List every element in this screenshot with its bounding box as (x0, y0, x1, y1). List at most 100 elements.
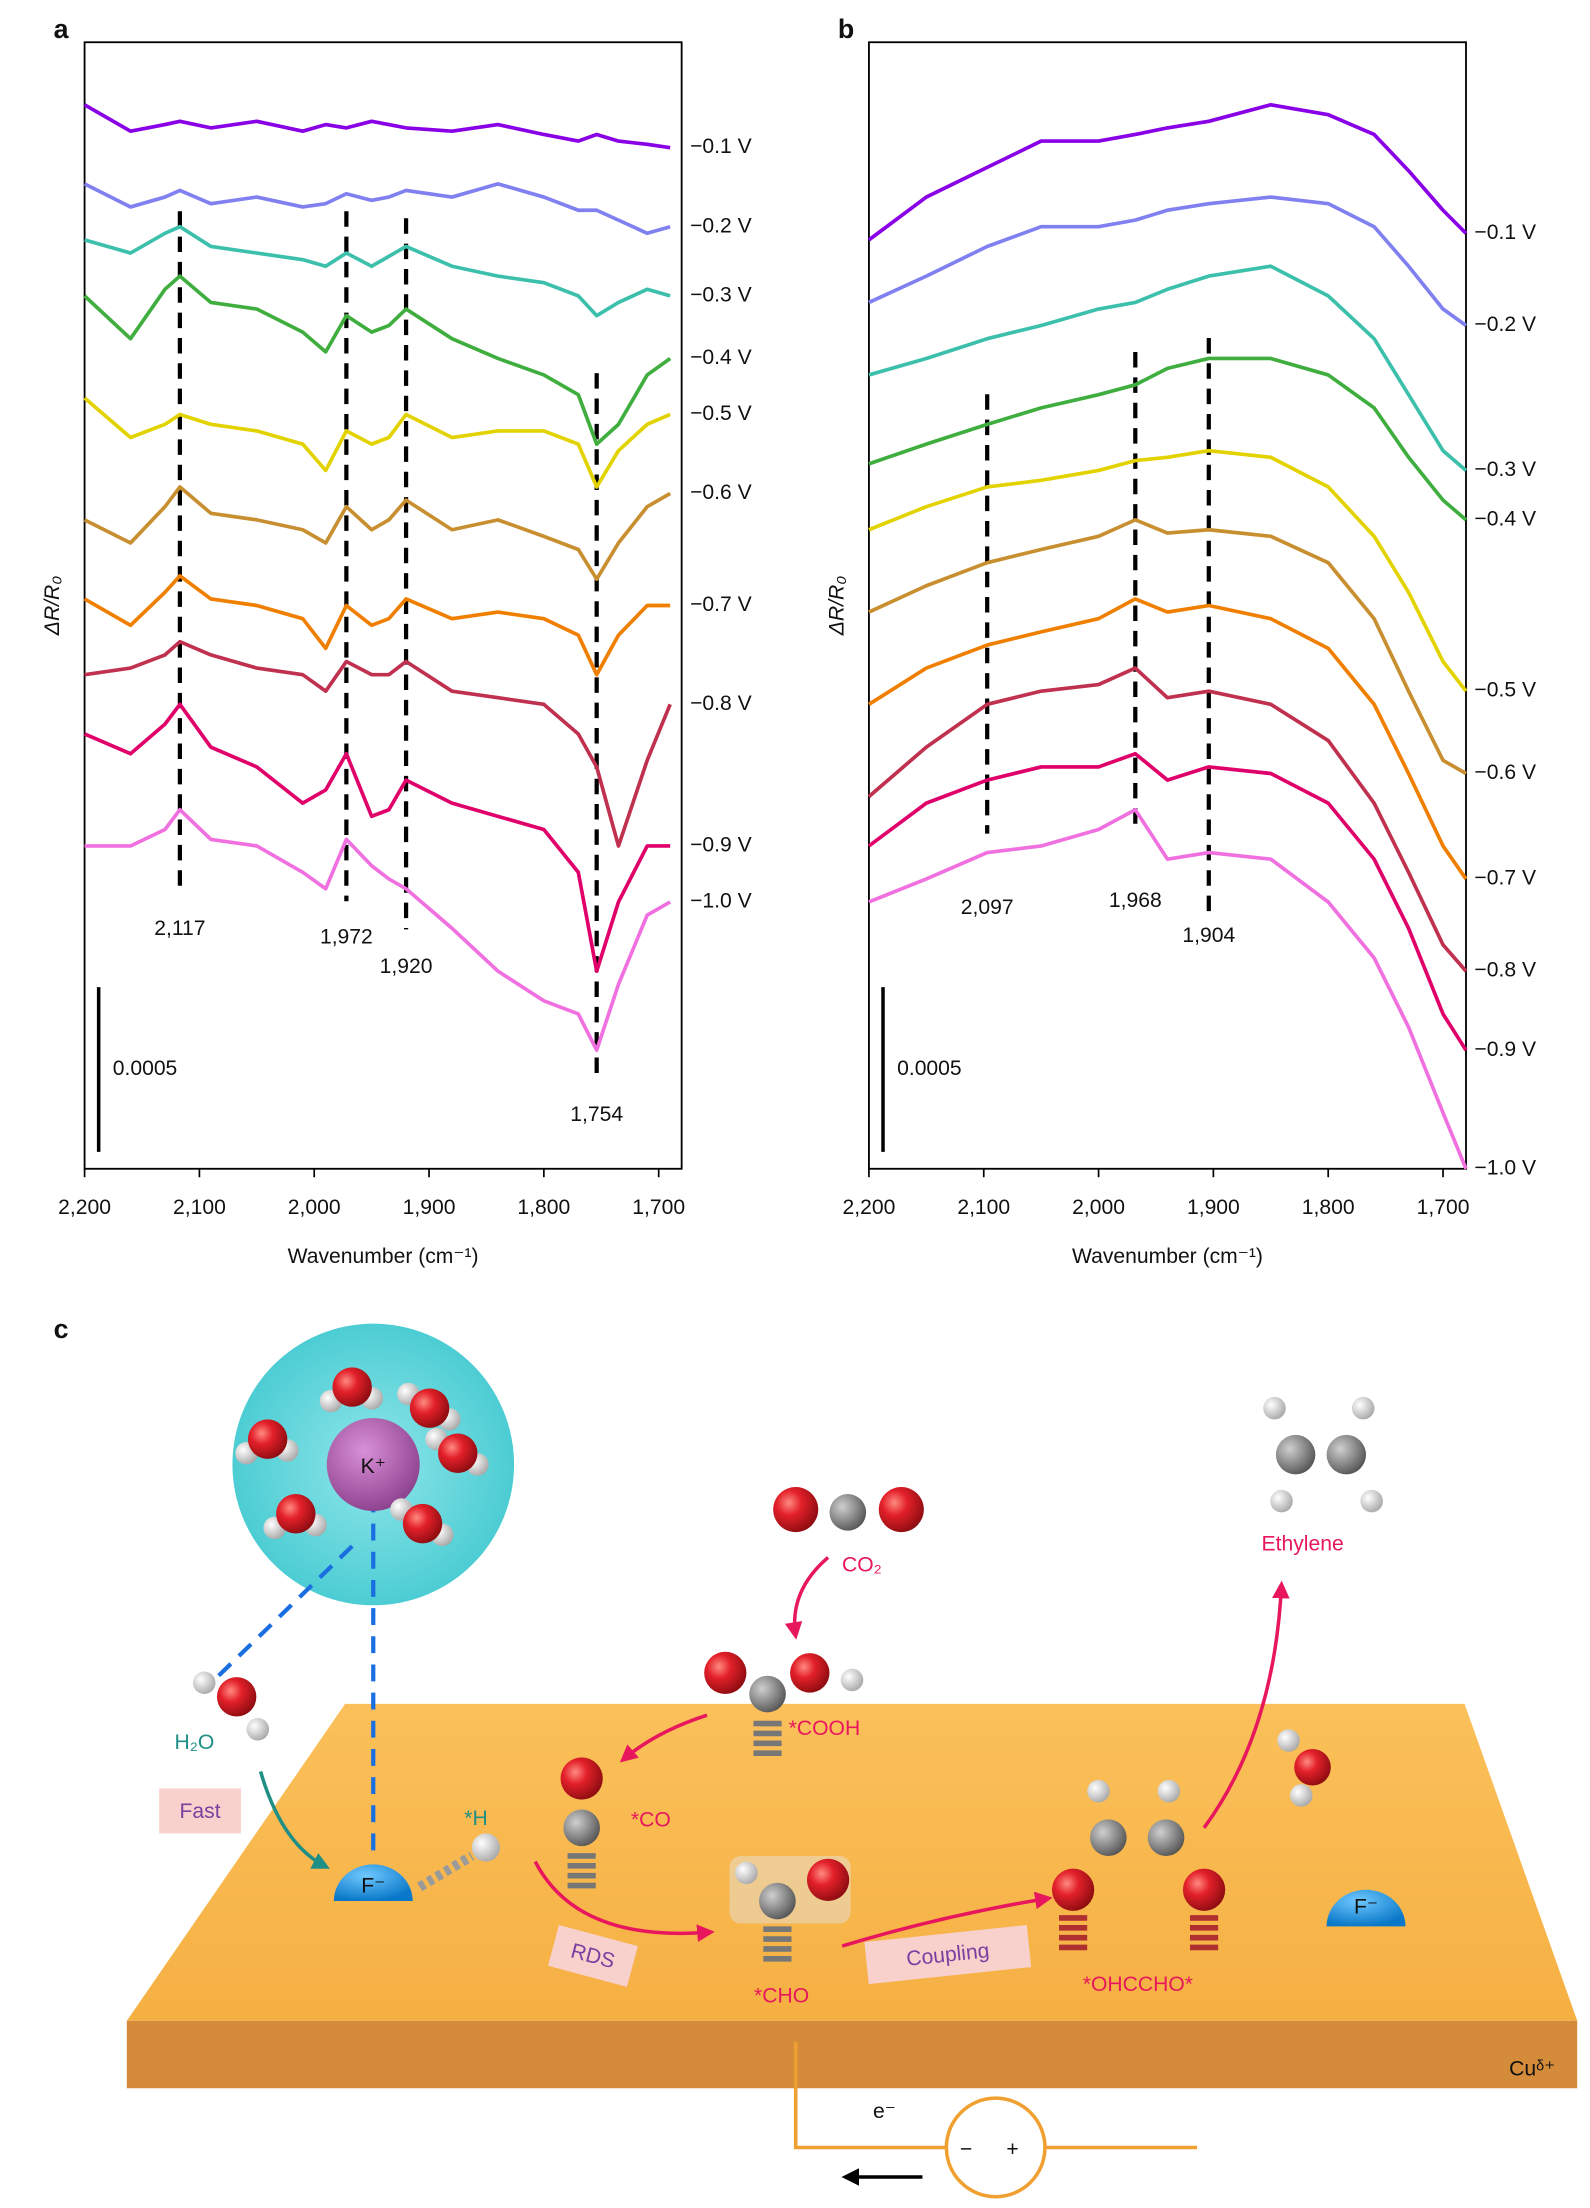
spectrum-line (83, 702, 671, 973)
annotation-label: 1,754 (570, 1103, 623, 1126)
oxygen-atom (1182, 1868, 1226, 1911)
x-tick-label: 2,100 (957, 1196, 1010, 1219)
oxygen-atom (409, 1388, 450, 1428)
carbon-atom (1275, 1434, 1316, 1475)
oxygen-atom (806, 1858, 850, 1902)
diagram: c Cuᵟ⁺ − + e⁻ K⁺ F⁻ F⁻ *H H₂O Fast *CO *… (54, 1314, 1578, 2199)
oxygen-atom (402, 1503, 443, 1544)
hydrogen-atom (840, 1668, 864, 1692)
spectrum-line (868, 518, 1467, 776)
series-label: −0.9 V (1474, 1038, 1536, 1061)
spectrum-line (868, 356, 1468, 522)
step-arrow (619, 1713, 708, 1763)
oxygen-atom (773, 1487, 819, 1533)
panel-label: c (54, 1314, 69, 1344)
oxygen-atom (704, 1651, 747, 1695)
series-label: −0.4 V (690, 346, 752, 369)
series-label: −0.5 V (690, 402, 752, 425)
hydrogen-atom (1277, 1729, 1300, 1752)
x-tick-label: 2,200 (58, 1196, 111, 1219)
charts: a Wavenumber (cm⁻¹) ΔR/R₀ 2,200 2,100 2,000 1,… (41, 14, 1536, 1268)
oxygen-atom (1294, 1748, 1331, 1786)
fluoride-right (1326, 1889, 1406, 1927)
x-tick-label: 1,900 (403, 1196, 456, 1219)
hydrogen-atom (1360, 1489, 1383, 1513)
annotation-label: 1,920 (380, 955, 433, 978)
spectrum-line (84, 807, 672, 1053)
hydrogen-atom (1087, 1779, 1110, 1803)
series-label: −0.8 V (690, 692, 752, 715)
x-tick-label: 2,200 (843, 1196, 896, 1219)
step-arrow (841, 1891, 1053, 1948)
oxygen-atom (276, 1494, 316, 1534)
x-tick-label: 2,100 (173, 1196, 226, 1219)
scale-bar-label: 0.0005 (897, 1057, 962, 1080)
panel-label: b (838, 14, 854, 44)
hydrogen-atom (471, 1833, 500, 1862)
co-label: *CO (631, 1808, 671, 1831)
step-arrow (784, 1556, 830, 1640)
ethylene-label: Ethylene (1262, 1532, 1344, 1555)
oxygen-atom (790, 1653, 830, 1693)
series-label: −0.2 V (690, 214, 752, 237)
x-tick-label: 1,700 (632, 1196, 685, 1219)
oxygen-atom (438, 1433, 478, 1473)
spectrum-line (867, 597, 1468, 880)
spectrum-line (867, 751, 1468, 1052)
oxygen-atom (878, 1487, 924, 1533)
hydrogen-atom (1157, 1779, 1181, 1803)
spectrum-line (867, 102, 1468, 242)
y-axis-label: ΔR/R₀ (826, 576, 849, 637)
step-box (864, 1924, 1032, 1985)
annotation-label: 1,968 (1109, 889, 1162, 912)
hydrogen-atom (1289, 1784, 1313, 1807)
spectrum-line (83, 574, 671, 677)
cooh-label: *COOH (789, 1717, 861, 1740)
scale-bar-label: 0.0005 (113, 1057, 178, 1080)
series-label: −0.5 V (1474, 679, 1536, 702)
x-tick-label: 1,800 (517, 1196, 570, 1219)
oxygen-atom (247, 1419, 288, 1459)
step-box (159, 1788, 241, 1834)
fluoride-label: F⁻ (361, 1875, 385, 1898)
h-ads-label: *H (464, 1807, 487, 1830)
series-label: −0.1 V (1474, 221, 1536, 244)
x-axis-label: Wavenumber (cm⁻¹) (1072, 1245, 1263, 1268)
step-arrow (258, 1770, 330, 1869)
carbon-atom (759, 1882, 796, 1920)
plot-frame (83, 41, 683, 1170)
spectrum-line (83, 103, 671, 150)
series-label: −0.7 V (1474, 866, 1536, 889)
power-source (944, 2096, 1047, 2199)
potassium-ion (326, 1418, 420, 1511)
fluoride-label: F⁻ (1354, 1896, 1378, 1919)
spectrum-line (868, 264, 1468, 472)
series-label: −0.8 V (1474, 959, 1536, 982)
carbon-atom (1147, 1819, 1185, 1856)
plot-frame (868, 41, 1467, 1170)
x-axis-label: Wavenumber (cm⁻¹) (288, 1245, 479, 1268)
hydrogen-atom (1270, 1489, 1293, 1513)
carbon-atom (1326, 1434, 1367, 1475)
oxygen-atom (216, 1677, 257, 1717)
x-tick-label: 1,700 (1417, 1196, 1470, 1219)
annotation-label: 1,904 (1182, 924, 1235, 947)
spectrum-line (867, 666, 1468, 973)
carbon-atom (1090, 1819, 1127, 1856)
series-label: −0.9 V (690, 834, 752, 857)
cho-label: *CHO (754, 1984, 809, 2007)
series-label: −0.6 V (690, 481, 752, 504)
hydrogen-atom (246, 1717, 270, 1741)
x-tick-label: 1,800 (1302, 1196, 1355, 1219)
co2-label: CO₂ (842, 1553, 882, 1576)
h-bond (417, 1851, 475, 1892)
fast-label: Fast (180, 1800, 221, 1823)
interaction-line (209, 1544, 354, 1685)
oxygen-atom (332, 1367, 372, 1407)
circuit-wire (793, 2041, 947, 2150)
annotation-label: 2,117 (154, 917, 205, 940)
spectrum-line (84, 639, 672, 848)
series-label: −0.3 V (1474, 458, 1536, 481)
spectrum-line (83, 485, 672, 581)
